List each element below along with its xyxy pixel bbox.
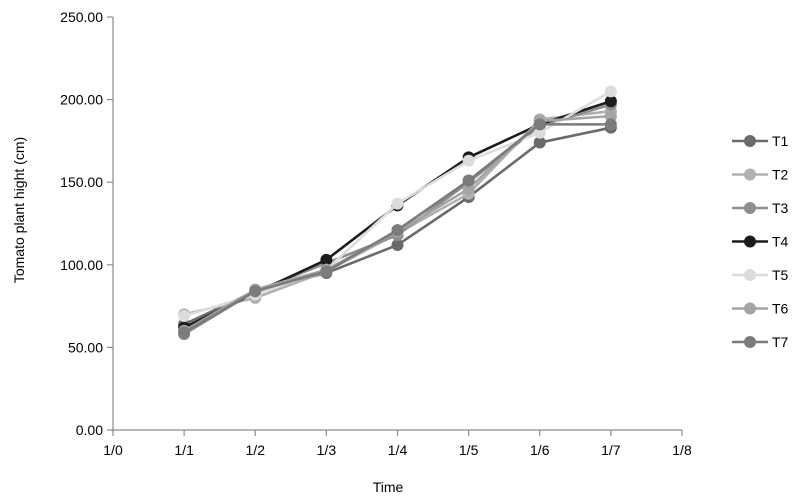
data-point — [391, 197, 404, 210]
series-T6 — [178, 110, 617, 337]
legend-label: T1 — [772, 133, 789, 149]
data-point — [533, 126, 546, 139]
x-tick-label: 1/3 — [317, 442, 337, 458]
data-point — [178, 326, 191, 339]
x-tick-label: 1/4 — [388, 442, 408, 458]
data-point — [604, 110, 617, 123]
legend-label: T3 — [772, 200, 789, 216]
legend-item-T5: T5 — [732, 267, 789, 283]
x-tick-label: 1/0 — [103, 442, 123, 458]
legend-item-T4: T4 — [732, 234, 789, 250]
x-tick-label: 1/7 — [601, 442, 621, 458]
series-T2 — [178, 105, 617, 321]
data-point — [320, 253, 333, 266]
data-point — [462, 154, 475, 167]
legend-swatch-marker — [744, 336, 756, 348]
data-point — [320, 265, 333, 278]
data-point — [249, 285, 262, 298]
data-point — [391, 224, 404, 237]
data-point — [533, 118, 546, 131]
data-point — [533, 136, 546, 149]
y-tick-label: 100.00 — [60, 257, 103, 273]
x-tick-label: 1/8 — [672, 442, 692, 458]
data-point — [604, 85, 617, 98]
legend: T1 T2 T3 T4 T5 T6 T7 — [732, 133, 789, 350]
y-tick-label: 50.00 — [68, 339, 103, 355]
data-point — [462, 182, 475, 195]
y-tick-label: 250.00 — [60, 9, 103, 25]
legend-label: T2 — [772, 167, 789, 183]
legend-label: T5 — [772, 267, 789, 283]
legend-swatch-marker — [744, 302, 756, 315]
data-point — [462, 174, 475, 187]
legend-item-T2: T2 — [732, 167, 789, 183]
legend-item-T7: T7 — [732, 334, 789, 350]
x-tick-label: 1/2 — [246, 442, 266, 458]
data-point — [604, 95, 617, 108]
legend-swatch-marker — [744, 269, 756, 281]
series-T7 — [178, 118, 617, 339]
data-point — [604, 118, 617, 131]
y-tick-label: 150.00 — [60, 174, 103, 190]
legend-label: T7 — [772, 334, 789, 350]
legend-item-T6: T6 — [732, 301, 789, 317]
series-T3 — [178, 98, 617, 341]
legend-swatch-marker — [744, 168, 756, 181]
legend-swatch-marker — [744, 202, 756, 214]
y-axis-title: Tomato plant hight (cm) — [11, 137, 27, 283]
chart-axes: 0.00 50.00 100.00 150.00 200.00 250.00 1/0 1/1 1… — [60, 9, 692, 458]
data-point — [391, 238, 404, 251]
legend-item-T1: T1 — [732, 133, 789, 149]
y-tick-label: 200.00 — [60, 92, 103, 108]
y-tick-label: 0.00 — [76, 422, 103, 438]
series-layer — [178, 85, 617, 341]
legend-label: T6 — [772, 301, 789, 317]
data-point — [178, 310, 191, 323]
legend-swatch-marker — [744, 135, 756, 147]
x-tick-label: 1/6 — [530, 442, 550, 458]
legend-swatch-marker — [744, 235, 756, 248]
legend-item-T3: T3 — [732, 200, 789, 216]
x-tick-label: 1/1 — [174, 442, 194, 458]
x-tick-label: 1/5 — [459, 442, 479, 458]
x-axis-title: Time — [373, 479, 404, 495]
legend-label: T4 — [772, 234, 789, 250]
